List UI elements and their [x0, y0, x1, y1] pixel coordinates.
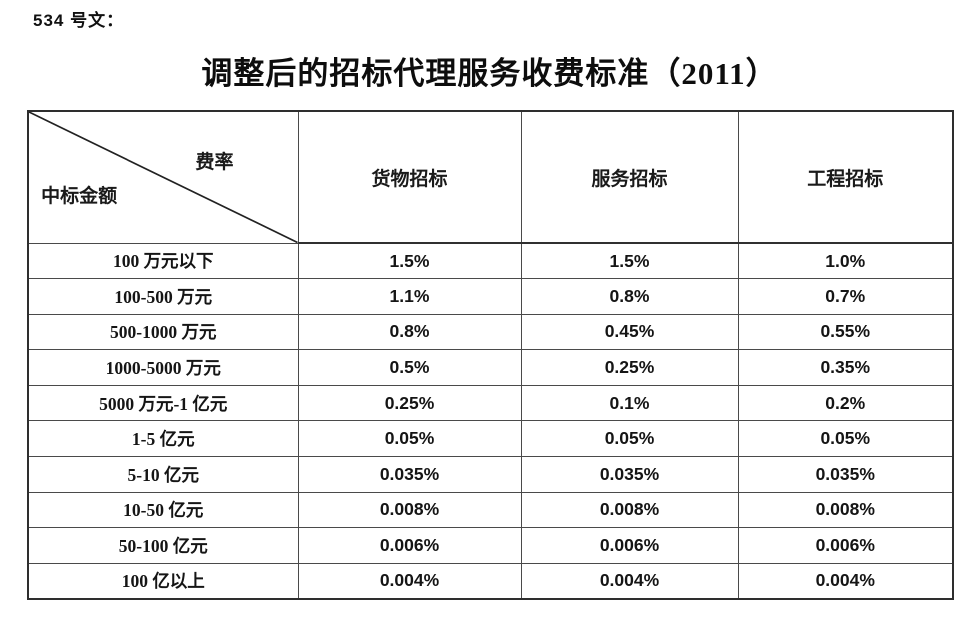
- row-label: 1000-5000 万元: [27, 349, 299, 386]
- rate-value-cell: 0.8%: [297, 313, 522, 351]
- rate-value-cell: 0.006%: [737, 527, 954, 564]
- rate-value-cell: 0.035%: [297, 456, 522, 493]
- rate-value-cell: 0.006%: [297, 527, 522, 564]
- row-label: 100 万元以下: [27, 242, 299, 280]
- diagonal-divider-line: [29, 112, 297, 242]
- rate-value-cell: 0.8%: [520, 278, 739, 315]
- table-row: 1-5 亿元 0.05% 0.05% 0.05%: [27, 420, 954, 458]
- rate-value-cell: 0.004%: [737, 562, 954, 600]
- rate-value-cell: 0.008%: [297, 491, 522, 529]
- table-row: 1000-5000 万元 0.5% 0.25% 0.35%: [27, 349, 954, 386]
- rate-value-cell: 1.5%: [520, 242, 739, 280]
- table-row: 100 万元以下 1.5% 1.5% 1.0%: [27, 242, 954, 280]
- row-label: 100 亿以上: [27, 562, 299, 600]
- column-header-services: 服务招标: [520, 110, 739, 244]
- rate-value-cell: 0.25%: [520, 349, 739, 386]
- table-body: 100 万元以下 1.5% 1.5% 1.0% 100-500 万元 1.1% 0.8% 0.…: [27, 242, 954, 600]
- table-row: 5-10 亿元 0.035% 0.035% 0.035%: [27, 456, 954, 493]
- row-label: 500-1000 万元: [27, 313, 299, 351]
- rate-value-cell: 0.004%: [520, 562, 739, 600]
- rate-value-cell: 0.05%: [520, 420, 739, 458]
- rate-value-cell: 0.7%: [737, 278, 954, 315]
- row-label: 50-100 亿元: [27, 527, 299, 564]
- rate-value-cell: 0.35%: [737, 349, 954, 386]
- table-row: 500-1000 万元 0.8% 0.45% 0.55%: [27, 313, 954, 351]
- column-header-engineering: 工程招标: [737, 110, 954, 244]
- table-row: 5000 万元-1 亿元 0.25% 0.1% 0.2%: [27, 384, 954, 422]
- rate-value-cell: 0.2%: [737, 384, 954, 422]
- column-header-goods: 货物招标: [297, 110, 522, 244]
- row-label: 100-500 万元: [27, 278, 299, 315]
- rate-value-cell: 0.004%: [297, 562, 522, 600]
- table-row: 10-50 亿元 0.008% 0.008% 0.008%: [27, 491, 954, 529]
- table-row: 100-500 万元 1.1% 0.8% 0.7%: [27, 278, 954, 315]
- rate-value-cell: 0.05%: [737, 420, 954, 458]
- rate-value-cell: 1.5%: [297, 242, 522, 280]
- rate-value-cell: 1.1%: [297, 278, 522, 315]
- table-row: 100 亿以上 0.004% 0.004% 0.004%: [27, 562, 954, 600]
- rate-value-cell: 0.035%: [520, 456, 739, 493]
- row-label: 5000 万元-1 亿元: [27, 384, 299, 422]
- fee-rate-table: 费率 中标金额 货物招标 服务招标 工程招标 100 万元以下 1.5% 1.5% 1…: [27, 110, 954, 600]
- rate-value-cell: 0.008%: [737, 491, 954, 529]
- corner-label-rate: 费率: [195, 152, 234, 174]
- corner-label-amount: 中标金额: [41, 186, 118, 208]
- rate-value-cell: 0.55%: [737, 313, 954, 351]
- rate-value-cell: 0.008%: [520, 491, 739, 529]
- rate-value-cell: 0.45%: [520, 313, 739, 351]
- rate-value-cell: 0.25%: [297, 384, 522, 422]
- row-label: 10-50 亿元: [27, 491, 299, 529]
- rate-value-cell: 0.05%: [297, 420, 522, 458]
- rate-value-cell: 0.1%: [520, 384, 739, 422]
- rate-value-cell: 1.0%: [737, 242, 954, 280]
- table-row: 50-100 亿元 0.006% 0.006% 0.006%: [27, 527, 954, 564]
- rate-value-cell: 0.006%: [520, 527, 739, 564]
- page-title: 调整后的招标代理服务收费标准（2011）: [201, 56, 778, 91]
- corner-header-cell: 费率 中标金额: [27, 110, 299, 244]
- rate-value-cell: 0.035%: [737, 456, 954, 493]
- table-header-row: 费率 中标金额 货物招标 服务招标 工程招标: [27, 110, 954, 244]
- row-label: 1-5 亿元: [27, 420, 299, 458]
- row-label: 5-10 亿元: [27, 456, 299, 493]
- doc-number-label: 534 号文：: [33, 11, 125, 30]
- rate-value-cell: 0.5%: [297, 349, 522, 386]
